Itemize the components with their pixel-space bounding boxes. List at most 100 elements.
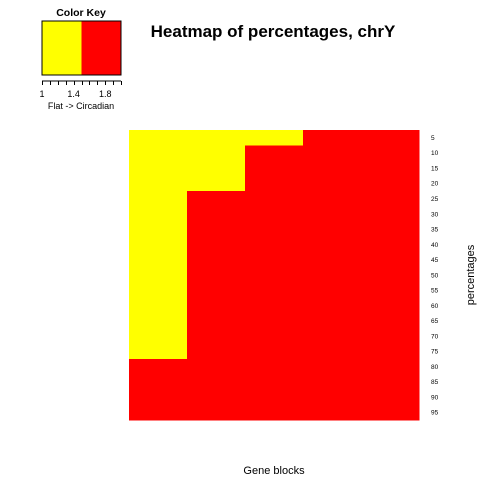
heatmap-cell — [303, 328, 362, 345]
color-key: Color Key 1 1.4 1.8 Flat -> Circadian — [39, 7, 122, 111]
heatmap-cell — [187, 313, 246, 330]
heatmap-cell — [361, 328, 420, 345]
row-label: 65 — [431, 318, 439, 325]
heatmap-cell — [245, 404, 304, 421]
heatmap-cell — [361, 267, 420, 284]
heatmap-cells — [129, 130, 420, 421]
heatmap-cell — [303, 252, 362, 268]
heatmap-cell — [245, 374, 304, 391]
heatmap-cell — [303, 313, 362, 330]
color-key-title: Color Key — [56, 7, 106, 19]
color-key-tick-label: 1.4 — [67, 89, 80, 99]
heatmap-cell — [245, 145, 304, 162]
heatmap-cell — [303, 358, 362, 375]
heatmap-cell — [129, 343, 188, 360]
heatmap-cell — [303, 404, 362, 421]
heatmap-cell — [187, 282, 246, 299]
x-axis-label: Gene blocks — [243, 465, 305, 477]
heatmap-cell — [245, 282, 304, 299]
heatmap-cell — [245, 130, 304, 146]
heatmap-cell — [129, 389, 188, 406]
heatmap-cell — [129, 160, 188, 177]
heatmap-cell — [361, 206, 420, 223]
row-label: 25 — [431, 196, 439, 203]
heatmap-cell — [187, 374, 246, 391]
row-label: 85 — [431, 379, 439, 386]
row-label: 40 — [431, 242, 439, 249]
heatmap-cell — [187, 343, 246, 360]
heatmap-cell — [187, 358, 246, 375]
heatmap-cell — [129, 404, 188, 421]
heatmap-cell — [129, 206, 188, 223]
color-key-frame — [41, 20, 122, 76]
heatmap-cell — [245, 328, 304, 345]
heatmap-cell — [245, 313, 304, 330]
row-label: 20 — [431, 181, 439, 188]
heatmap-cell — [303, 145, 362, 162]
heatmap-cell — [129, 191, 188, 207]
heatmap-cell — [361, 175, 420, 192]
heatmap-cell — [129, 358, 188, 375]
heatmap-cell — [129, 145, 188, 162]
heatmap-cell — [361, 374, 420, 391]
chart-title: Heatmap of percentages, chrY — [151, 22, 396, 41]
row-label: 75 — [431, 349, 439, 356]
heatmap-cell — [303, 389, 362, 406]
color-key-label: Flat -> Circadian — [48, 101, 114, 111]
row-label: 70 — [431, 333, 439, 340]
heatmap-cell — [129, 267, 188, 284]
heatmap-cell — [361, 297, 420, 314]
heatmap-cell — [361, 313, 420, 330]
heatmap-cell — [129, 236, 188, 253]
heatmap-cell — [187, 206, 246, 223]
heatmap-cell — [187, 297, 246, 314]
row-labels: 5 10 15 20 25 30 35 40 45 50 55 60 65 70 75 80 85 90 95 — [431, 135, 439, 417]
heatmap-cell — [187, 328, 246, 345]
row-label: 30 — [431, 211, 439, 218]
heatmap-cell — [187, 221, 246, 238]
row-label: 45 — [431, 257, 439, 264]
heatmap-cell — [129, 313, 188, 330]
heatmap-cell — [245, 221, 304, 238]
heatmap-cell — [361, 145, 420, 162]
heatmap-cell — [245, 297, 304, 314]
heatmap-cell — [245, 267, 304, 284]
color-key-swatch — [81, 21, 121, 75]
heatmap-cell — [187, 389, 246, 406]
color-key-ticks: 1 1.4 1.8 — [39, 80, 122, 99]
row-label: 15 — [431, 165, 439, 172]
heatmap-cell — [245, 175, 304, 192]
heatmap-cell — [187, 267, 246, 284]
heatmap-cell — [245, 191, 304, 207]
heatmap-cell — [303, 282, 362, 299]
heatmap-cell — [187, 252, 246, 268]
row-label: 80 — [431, 364, 439, 371]
heatmap-cell — [361, 252, 420, 268]
heatmap-cell — [245, 358, 304, 375]
heatmap-cell — [361, 389, 420, 406]
row-label: 5 — [431, 135, 435, 142]
heatmap-cell — [187, 175, 246, 192]
heatmap-cell — [303, 175, 362, 192]
heatmap-cell — [303, 191, 362, 207]
heatmap-cell — [129, 282, 188, 299]
heatmap-cell — [361, 130, 420, 146]
heatmap-cell — [129, 297, 188, 314]
heatmap-cell — [187, 130, 246, 146]
heatmap-cell — [245, 252, 304, 268]
heatmap-cell — [245, 236, 304, 253]
heatmap-cell — [187, 160, 246, 177]
heatmap-cell — [303, 374, 362, 391]
heatmap-cell — [245, 389, 304, 406]
heatmap-cell — [129, 130, 188, 146]
row-label: 55 — [431, 288, 439, 295]
heatmap-cell — [303, 130, 362, 146]
row-label: 60 — [431, 303, 439, 310]
heatmap-cell — [129, 221, 188, 238]
heatmap-cell — [129, 328, 188, 345]
heatmap-cell — [129, 374, 188, 391]
heatmap-cell — [361, 191, 420, 207]
heatmap-cell — [303, 267, 362, 284]
heatmap-cell — [303, 343, 362, 360]
